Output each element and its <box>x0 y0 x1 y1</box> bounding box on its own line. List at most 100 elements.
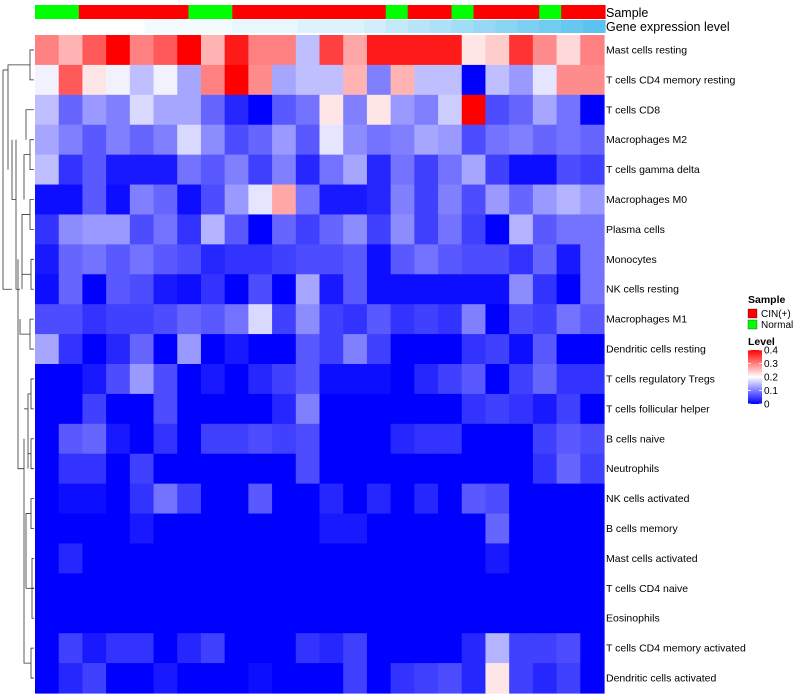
heatmap-cell <box>366 603 392 634</box>
legend-level-tick: 0.1 <box>764 386 778 397</box>
heatmap-cell <box>153 543 178 574</box>
heatmap-cell <box>390 364 415 395</box>
heatmap-cell <box>366 633 392 664</box>
legend-item-label: Normal <box>761 320 793 331</box>
heatmap-cell <box>295 513 321 545</box>
heatmap-cell <box>461 154 487 186</box>
heatmap-cell <box>200 124 226 156</box>
heatmap-cell <box>248 35 273 66</box>
heatmap-cell <box>35 453 60 485</box>
heatmap-cell <box>580 154 605 186</box>
heatmap-cell <box>224 274 249 305</box>
heatmap-cell <box>200 304 226 335</box>
heatmap-cell <box>461 483 487 515</box>
heatmap-cell <box>153 573 178 604</box>
heatmap-cell <box>248 633 273 664</box>
heatmap-cell <box>390 274 415 305</box>
heatmap-cell <box>177 423 202 455</box>
heatmap-cell <box>390 633 415 664</box>
row-label: NK cells activated <box>606 493 690 505</box>
heatmap-cell <box>556 573 581 604</box>
heatmap-cell <box>509 214 534 245</box>
heatmap-cell <box>414 124 439 156</box>
heatmap-cell <box>485 154 510 186</box>
heatmap-cell <box>153 244 178 275</box>
sample-annotation-cell <box>100 5 124 19</box>
heatmap-cell <box>272 64 297 96</box>
heatmap-cell <box>343 124 368 156</box>
heatmap-cell <box>177 184 202 216</box>
row-label: T cells CD4 memory resting <box>606 74 735 86</box>
heatmap-cell <box>390 423 415 455</box>
heatmap-cell <box>319 483 344 515</box>
heatmap-cell <box>390 453 415 485</box>
heatmap-cell <box>556 64 581 96</box>
heatmap-cell <box>272 214 297 245</box>
heatmap-cell <box>414 214 439 245</box>
heatmap-cell <box>343 603 368 634</box>
heatmap-cell <box>106 603 131 634</box>
expression-annotation-cell <box>539 20 562 33</box>
heatmap-cell <box>343 663 368 694</box>
expression-annotation-cell <box>122 20 146 33</box>
heatmap-cell <box>272 94 297 126</box>
heatmap-cell <box>248 364 273 395</box>
heatmap-cell <box>106 214 131 245</box>
heatmap-cell <box>532 214 558 245</box>
heatmap-cell <box>485 64 510 96</box>
heatmap-cell <box>556 663 581 694</box>
heatmap-cell <box>390 334 415 365</box>
heatmap-cell <box>414 543 439 574</box>
sample-annotation-cell <box>166 5 190 19</box>
heatmap-cell <box>224 154 249 186</box>
heatmap-cell <box>295 154 321 186</box>
heatmap-cell <box>485 573 510 604</box>
heatmap-cell <box>82 453 107 485</box>
heatmap-cell <box>58 244 84 275</box>
heatmap-cell <box>295 274 321 305</box>
heatmap-cell <box>58 393 84 425</box>
heatmap-cell <box>580 393 605 425</box>
heatmap-cell <box>580 35 605 66</box>
heatmap-cell <box>461 663 487 694</box>
heatmap-cell <box>224 573 249 604</box>
heatmap-cell <box>58 35 84 66</box>
heatmap-cell <box>58 663 84 694</box>
heatmap-cell <box>35 633 60 664</box>
heatmap-cell <box>532 304 558 335</box>
heatmap-cell <box>343 483 368 515</box>
heatmap-cell <box>248 513 273 545</box>
heatmap-cell <box>82 393 107 425</box>
heatmap-cell <box>414 423 439 455</box>
heatmap-cell <box>82 154 107 186</box>
heatmap-cell <box>461 64 487 96</box>
heatmap-cell <box>390 35 415 66</box>
heatmap-cell <box>129 513 155 545</box>
heatmap-cell <box>177 573 202 604</box>
heatmap-cell <box>248 64 273 96</box>
heatmap-cell <box>129 393 155 425</box>
sample-annotation-cell <box>35 5 58 19</box>
heatmap-cell <box>414 94 439 126</box>
heatmap-cell <box>58 304 84 335</box>
heatmap-cell <box>532 274 558 305</box>
heatmap-cell <box>82 184 107 216</box>
heatmap-cell <box>35 154 60 186</box>
heatmap-cell <box>82 334 107 365</box>
heatmap-cell <box>35 214 60 245</box>
heatmap-cells <box>35 35 605 694</box>
heatmap-cell <box>390 513 415 545</box>
heatmap-cell <box>343 64 368 96</box>
heatmap-cell <box>106 64 131 96</box>
heatmap-cell <box>129 423 155 455</box>
heatmap-cell <box>414 334 439 365</box>
legend-level-title: Level <box>748 336 775 348</box>
heatmap-cell <box>390 124 415 156</box>
heatmap-cell <box>106 35 131 66</box>
row-label: T cells follicular helper <box>606 403 710 415</box>
heatmap-cell <box>200 64 226 96</box>
heatmap-cell <box>343 94 368 126</box>
expression-annotation-cell <box>429 20 453 33</box>
heatmap-cell <box>461 633 487 664</box>
expression-annotation-cell <box>254 20 277 33</box>
